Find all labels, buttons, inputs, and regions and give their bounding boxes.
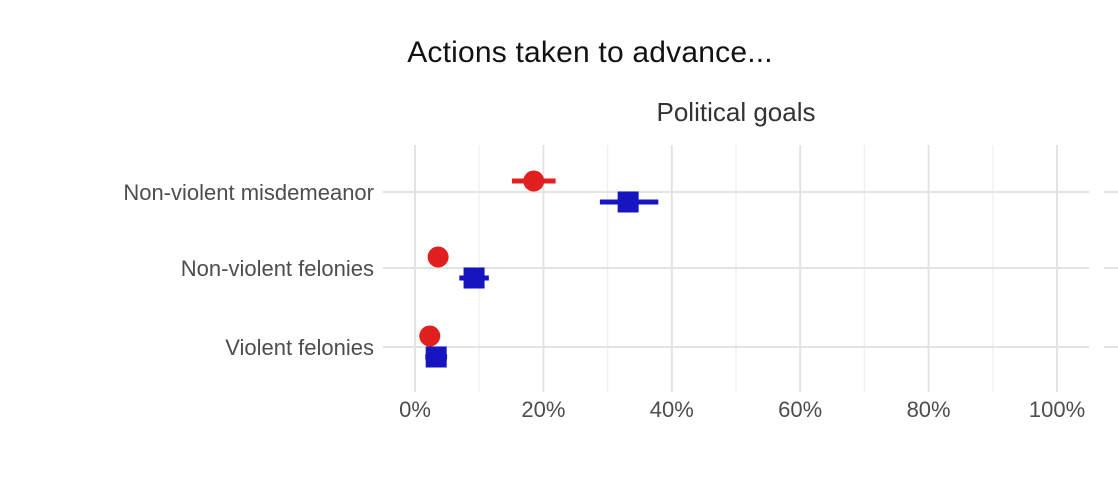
chart-title: Actions taken to advance... (407, 36, 773, 69)
y-axis-label: Non-violent felonies (181, 256, 374, 281)
x-axis-tick-label: 40% (650, 397, 694, 422)
x-axis-tick-label: 100% (1029, 397, 1085, 422)
y-axis-label: Non-violent misdemeanor (123, 180, 374, 205)
data-point-circle (419, 325, 441, 347)
data-point-circle (427, 246, 449, 268)
x-axis-tick-label: 0% (399, 397, 431, 422)
y-axis-label: Violent felonies (225, 335, 374, 360)
facet-label: Political goals (656, 97, 816, 127)
x-axis-tick-label: 20% (521, 397, 565, 422)
data-point-square (463, 267, 485, 289)
data-point-circle (523, 170, 545, 192)
x-axis-tick-label: 80% (907, 397, 951, 422)
data-point-square (425, 346, 447, 368)
x-axis-tick-label: 60% (778, 397, 822, 422)
data-point-square (617, 191, 639, 213)
